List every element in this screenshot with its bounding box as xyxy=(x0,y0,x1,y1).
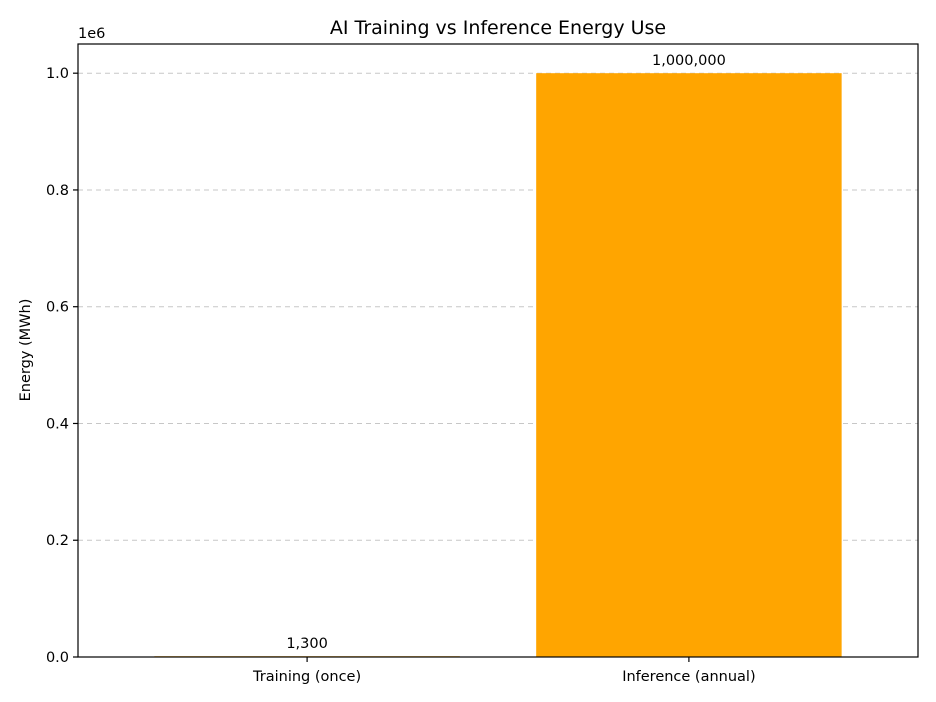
data-label: 1,000,000 xyxy=(652,53,726,69)
y-tick-label: 0.0 xyxy=(46,650,69,666)
y-axis-offset-label: 1e6 xyxy=(78,26,105,42)
y-axis-label: Energy (MWh) xyxy=(18,299,34,402)
y-tick-label: 1.0 xyxy=(46,66,69,82)
chart-title: AI Training vs Inference Energy Use xyxy=(330,17,666,39)
data-labels: 1,300 1,000,000 xyxy=(286,53,725,652)
y-tick-label: 0.8 xyxy=(46,183,69,199)
bar xyxy=(536,73,842,657)
y-tick-label: 0.2 xyxy=(46,533,69,549)
y-tick-label: 0.4 xyxy=(46,416,69,432)
x-tick-label: Training (once) xyxy=(252,669,361,685)
y-axis-ticks: 0.0 0.2 0.4 0.6 0.8 1.0 xyxy=(46,66,78,666)
data-label: 1,300 xyxy=(286,636,328,652)
x-tick-label: Inference (annual) xyxy=(622,669,755,685)
x-axis-ticks: Training (once) Inference (annual) xyxy=(252,657,756,685)
plot-area-frame xyxy=(77,43,919,658)
bars xyxy=(154,73,842,657)
y-tick-label: 0.6 xyxy=(46,300,69,316)
